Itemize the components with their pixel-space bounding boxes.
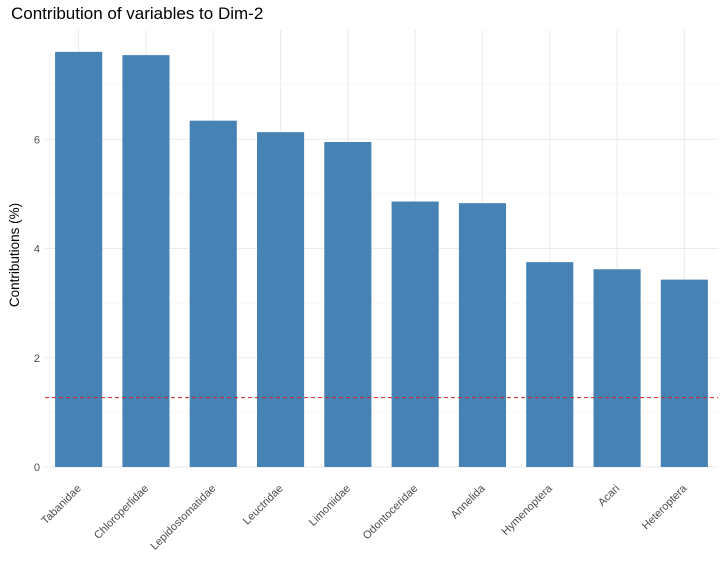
x-tick-label: Chloroperlidae bbox=[92, 483, 151, 542]
bars bbox=[55, 51, 708, 468]
y-tick-label: 0 bbox=[34, 462, 40, 474]
bar bbox=[458, 203, 507, 467]
chart-title: Contribution of variables to Dim-2 bbox=[11, 4, 264, 23]
y-axis-label: Contributions (%) bbox=[7, 203, 22, 307]
x-tick-label: Odontoceridae bbox=[361, 483, 421, 543]
bar bbox=[526, 262, 574, 467]
bar bbox=[122, 55, 170, 467]
x-tick-label: Annelida bbox=[449, 482, 488, 521]
x-tick-label: Tabanidae bbox=[39, 483, 83, 527]
x-tick-label: Hymenoptera bbox=[500, 482, 556, 538]
y-tick-label: 4 bbox=[34, 244, 40, 256]
y-tick-label: 6 bbox=[34, 134, 40, 146]
bar bbox=[55, 51, 103, 467]
bar bbox=[189, 120, 237, 468]
x-tick-label: Acari bbox=[596, 483, 622, 509]
y-axis-ticks: 0 2 4 6 bbox=[34, 134, 40, 474]
x-tick-label: Lepidostomatidae bbox=[148, 483, 218, 553]
bar bbox=[391, 201, 439, 467]
bar bbox=[324, 141, 372, 467]
bar bbox=[256, 132, 305, 467]
x-tick-label: Heteroptera bbox=[640, 482, 690, 532]
bar bbox=[660, 279, 708, 467]
y-tick-label: 2 bbox=[34, 353, 40, 365]
x-tick-label: Leuctridae bbox=[241, 483, 286, 528]
x-tick-label: Limoniidae bbox=[307, 483, 353, 529]
bar bbox=[593, 269, 641, 467]
